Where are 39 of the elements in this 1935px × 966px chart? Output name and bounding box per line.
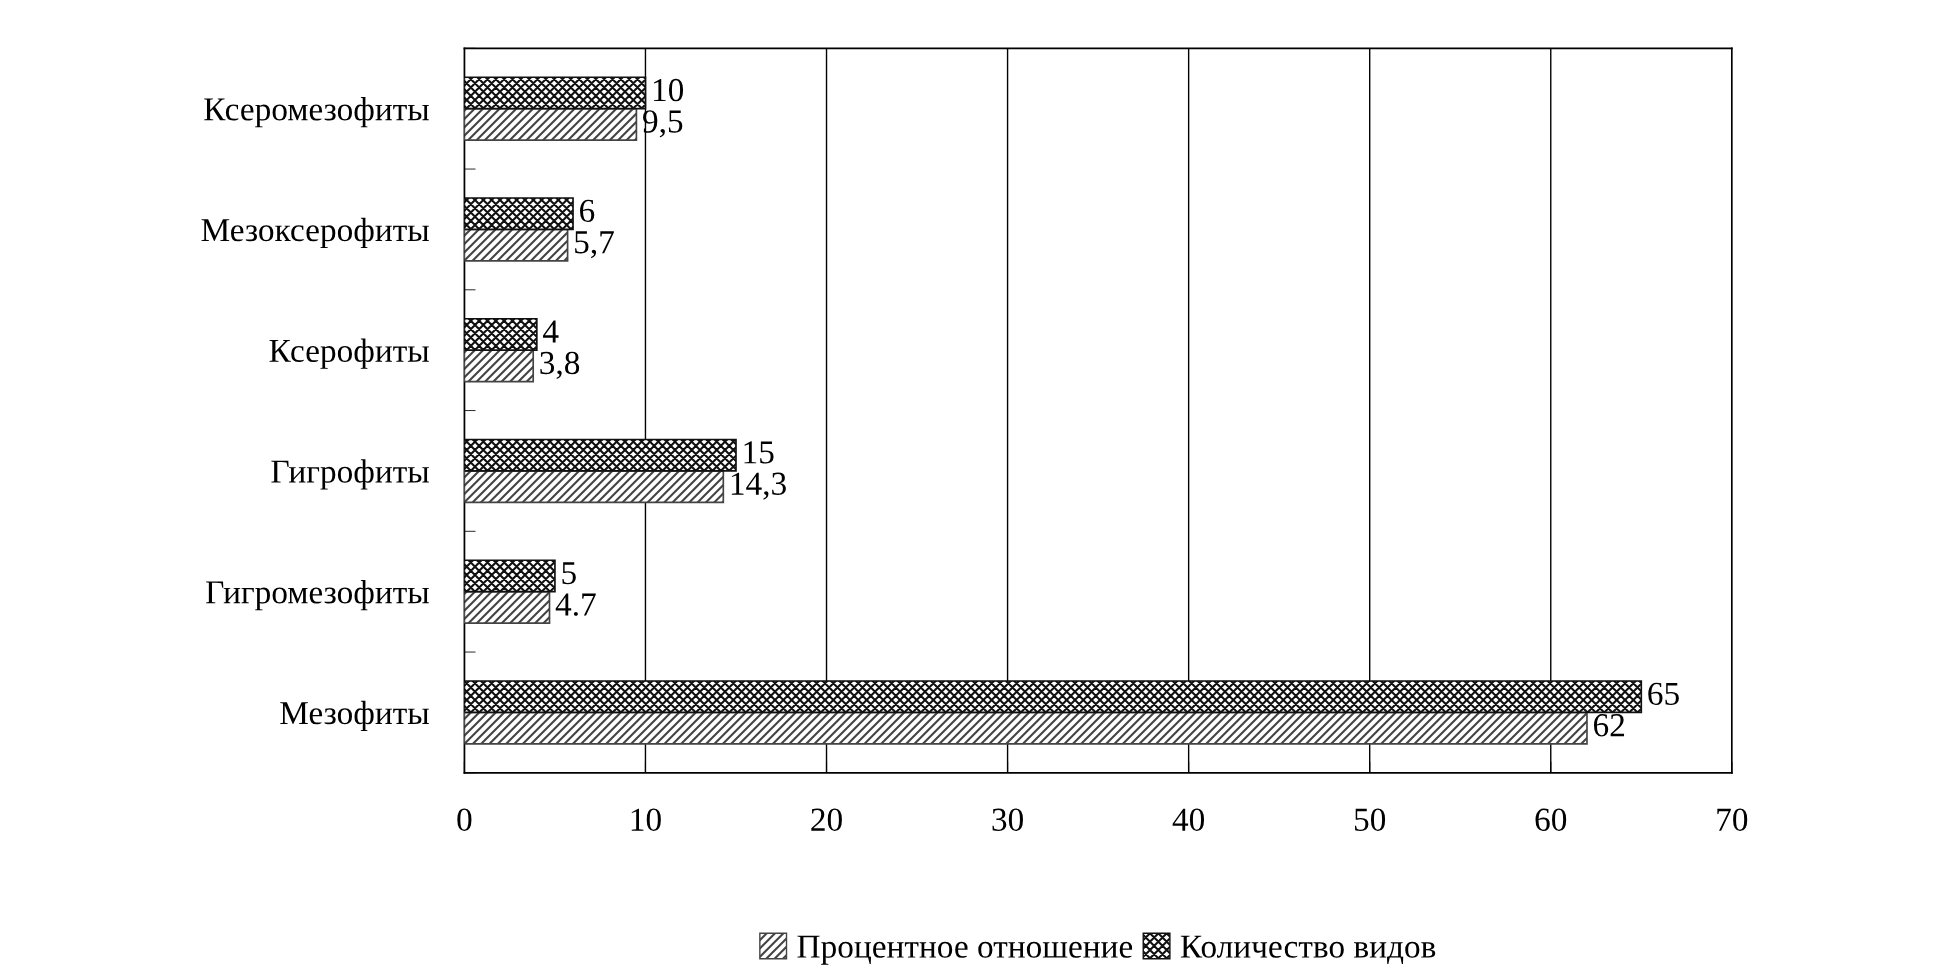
bar [464,349,535,383]
data-label: 10 [653,78,684,102]
data-label: 15 [744,441,774,464]
bar [464,76,647,110]
data-label: 5,7 [575,231,614,259]
y-tick-label: Гигрофиты [271,459,429,490]
data-label: 5 [562,562,576,585]
x-tick-label: 60 [1535,808,1567,831]
bar [464,680,1643,714]
x-tick-label: 30 [992,808,1023,831]
y-tick-label: Ксерофиты [269,338,429,369]
data-label: 6 [580,199,595,223]
bar [464,559,556,593]
x-tick-label: 40 [1172,808,1205,831]
x-tick-label: 70 [1717,808,1748,831]
data-label: 4 [543,320,559,343]
x-tick-label: 20 [811,808,842,831]
bar [464,711,1588,745]
x-tick-label: 50 [1354,808,1386,831]
bar [464,197,574,231]
bar [464,438,737,472]
bar [464,470,725,504]
data-label: 4.7 [555,593,596,616]
x-tick-label: 0 [457,808,472,831]
y-tick-label: Ксеромезофиты [204,97,429,128]
bar [464,228,569,262]
data-label: 3,8 [540,351,580,380]
y-tick-label: Мезоксерофиты [201,217,429,249]
bar [464,107,638,141]
bar [464,590,551,624]
data-label: 65 [1648,682,1679,706]
legend-label: Процентное отношение [797,935,1133,965]
y-tick-label: Гигромезофиты [206,580,429,611]
legend-label: Количество видов [1180,935,1436,964]
bar [464,317,538,352]
data-label: 14,3 [731,472,786,500]
data-label: 62 [1593,714,1625,737]
x-tick-label: 10 [631,808,661,831]
y-tick-label: Мезофиты [280,700,429,732]
